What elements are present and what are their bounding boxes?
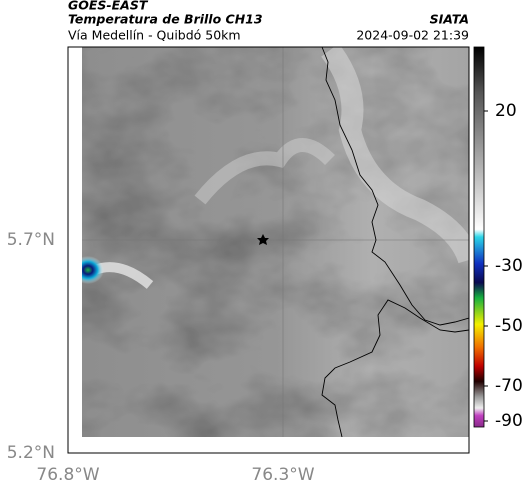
colorbar (473, 46, 485, 428)
colorbar-tick-label: -50 (495, 316, 523, 336)
region: Vía Medellín - Quibdó 50km (68, 28, 241, 43)
satellite-image (82, 47, 469, 437)
title: GOES-EAST (68, 0, 149, 13)
lon-label: 76.8°W (36, 465, 99, 485)
lat-label: 5.2°N (7, 443, 55, 463)
colorbar-ticks: 20 -30 -50 -70 -90 (484, 101, 523, 431)
subtitle: Temperatura de Brillo CH13 (68, 12, 263, 27)
lon-label: 76.3°W (251, 465, 314, 485)
timestamp: 2024-09-02 21:39 (356, 28, 469, 43)
lat-label: 5.7°N (7, 230, 55, 250)
colorbar-tick-label: -70 (495, 376, 523, 396)
colorbar-tick-label: 20 (495, 101, 517, 121)
colorbar-tick-label: -30 (495, 256, 523, 276)
map-frame (67, 46, 470, 454)
colorbar-tick-label: -90 (495, 411, 523, 431)
source: SIATA (430, 12, 469, 27)
